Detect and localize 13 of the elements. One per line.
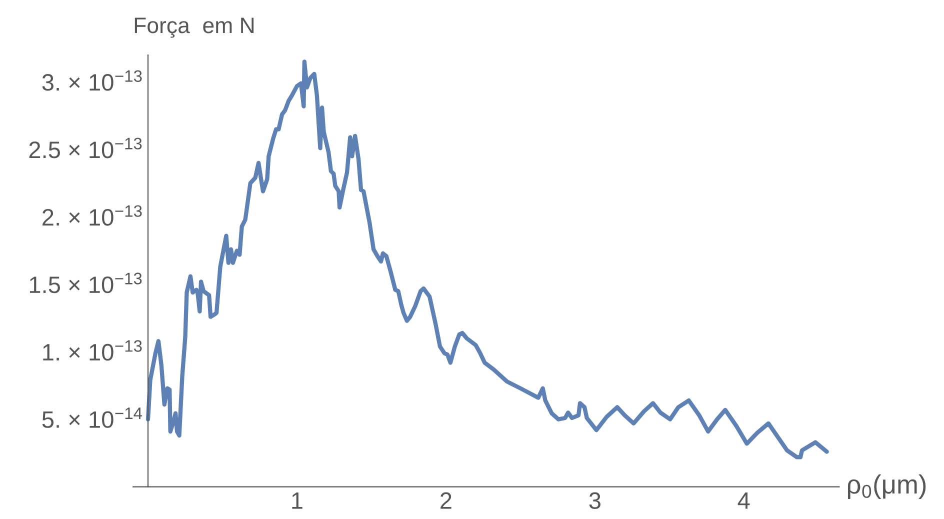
y-tick-label: 1. × 10$^{−13}$: [43, 340, 142, 361]
y-tick-label: 5. × 10$^{−14}$: [42, 408, 142, 428]
y-tick-label: 2.5 × 10$^{−13}$: [29, 138, 142, 158]
x-tick-label: 3: [589, 492, 600, 510]
y-axis-title: Força em N: [134, 18, 254, 38]
x-tick-label: 2: [440, 492, 452, 509]
x-tick-label: 4: [738, 492, 750, 509]
x-tick-label: 1: [292, 492, 302, 509]
y-tick-label: 1.5 × 10$^{−13}$: [30, 272, 142, 294]
y-tick-label: 2. × 10$^{−13}$: [42, 205, 142, 226]
y-tick-label: 3. × 10$^{−13}$: [42, 70, 142, 91]
line-series: [146, 60, 829, 460]
x-axis-title: ρ$_{0}$(μm): [848, 474, 926, 500]
